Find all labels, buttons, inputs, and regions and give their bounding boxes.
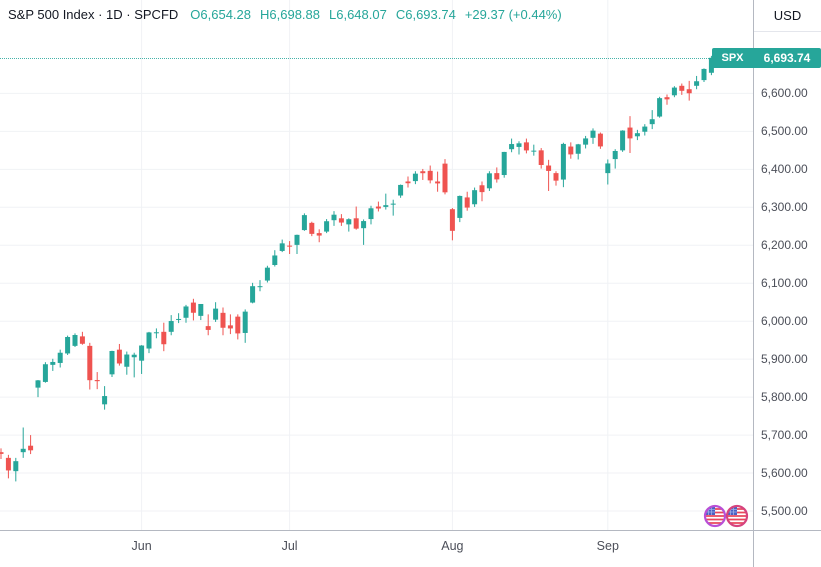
ohlc-open: O6,654.28 [190, 7, 251, 22]
time-axis[interactable]: Jun Jul Aug Sep [0, 531, 753, 567]
price-axis-label: 6,300.00 [761, 200, 808, 215]
time-axis-label: Jul [281, 539, 298, 553]
time-axis-label: Aug [441, 539, 464, 553]
chart-legend: S&P 500 Index · 1D · SPCFD O6,654.28 H6,… [8, 7, 562, 22]
current-price-value: 6,693.74 [763, 51, 811, 65]
candles-layer [0, 55, 714, 482]
time-axis-divider [0, 530, 821, 531]
gridlines [0, 0, 753, 530]
price-axis-label: 5,800.00 [761, 390, 808, 405]
ohlc-high: H6,698.88 [260, 7, 320, 22]
price-axis-label: 5,700.00 [761, 428, 808, 443]
symbol-title[interactable]: S&P 500 Index · 1D · SPCFD [8, 7, 179, 22]
candlestick-chart[interactable] [0, 0, 753, 530]
price-axis-label: 6,400.00 [761, 162, 808, 177]
price-axis[interactable]: USD 6,600.00 6,500.00 6,400.00 6,300.00 6,20… [754, 0, 821, 530]
price-axis-label: 5,500.00 [761, 504, 808, 519]
price-axis-label: 5,900.00 [761, 352, 808, 367]
provider-logo-icon[interactable] [699, 502, 755, 530]
ohlc-low: L6,648.07 [329, 7, 387, 22]
ohlc-close: C6,693.74 [395, 7, 456, 22]
price-axis-label: 6,100.00 [761, 276, 808, 291]
price-axis-divider [753, 0, 754, 567]
price-axis-label: 6,500.00 [761, 124, 808, 139]
price-axis-label: 5,600.00 [761, 466, 808, 481]
price-axis-label: 6,000.00 [761, 314, 808, 329]
current-price-line [0, 58, 753, 59]
current-price-badge: SPX 6,693.74 [712, 48, 821, 68]
price-axis-label: 6,600.00 [761, 86, 808, 101]
change-value: +29.37 (+0.44%) [464, 7, 562, 22]
time-axis-label: Sep [596, 539, 619, 553]
time-axis-label: Jun [131, 539, 152, 553]
symbol-tag: SPX [721, 52, 744, 64]
price-axis-label: 6,200.00 [761, 238, 808, 253]
currency-label: USD [773, 8, 802, 23]
axis-header-divider [754, 31, 821, 32]
